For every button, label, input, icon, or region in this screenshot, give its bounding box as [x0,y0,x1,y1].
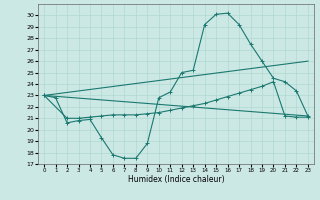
X-axis label: Humidex (Indice chaleur): Humidex (Indice chaleur) [128,175,224,184]
